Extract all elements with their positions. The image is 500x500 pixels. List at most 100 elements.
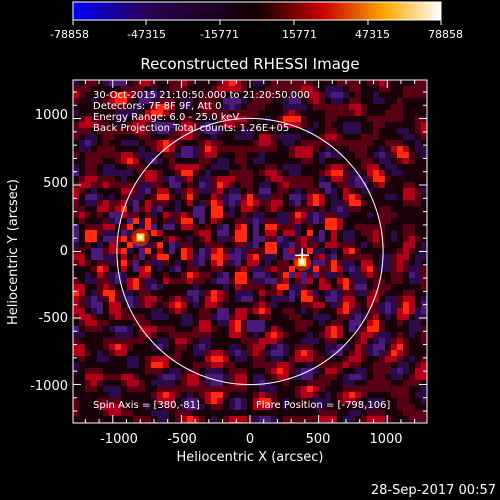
pattern-cell [331, 158, 337, 164]
pattern-cell [133, 128, 139, 134]
pattern-cell [151, 86, 157, 92]
pattern-cell [127, 200, 133, 206]
pattern-cell [301, 284, 307, 290]
pattern-cell [409, 206, 415, 212]
pattern-cell [241, 350, 247, 356]
pattern-cell [241, 104, 247, 110]
pattern-cell [247, 398, 253, 404]
pattern-cell [403, 152, 409, 158]
pattern-cell [253, 86, 259, 92]
pattern-cell [169, 194, 175, 200]
pattern-cell [139, 182, 145, 188]
pattern-cell [199, 398, 205, 404]
pattern-cell [367, 188, 373, 194]
pattern-cell [175, 296, 181, 302]
pattern-cell [289, 230, 295, 236]
colorbar-tick-label-2: -15771 [200, 28, 239, 41]
pattern-cell [367, 404, 373, 410]
pattern-cell [253, 128, 259, 134]
pattern-cell [187, 410, 193, 416]
pattern-cell [163, 146, 169, 152]
pattern-cell [229, 140, 235, 146]
pattern-cell [73, 344, 79, 350]
pattern-cell [121, 182, 127, 188]
pattern-cell [289, 368, 295, 374]
pattern-cell [385, 416, 391, 422]
pattern-cell [301, 110, 307, 116]
pattern-cell [133, 314, 139, 320]
pattern-cell [325, 326, 331, 332]
pattern-cell [259, 188, 265, 194]
pattern-cell [205, 98, 211, 104]
pattern-cell [331, 344, 337, 350]
pattern-cell [367, 326, 373, 332]
pattern-cell [79, 266, 85, 272]
pattern-cell [139, 266, 145, 272]
pattern-cell [121, 308, 127, 314]
pattern-cell [271, 344, 277, 350]
pattern-cell [349, 98, 355, 104]
pattern-cell [319, 188, 325, 194]
pattern-cell [145, 140, 151, 146]
pattern-cell [85, 86, 91, 92]
pattern-cell [277, 398, 283, 404]
pattern-cell [217, 308, 223, 314]
pattern-cell [211, 140, 217, 146]
pattern-cell [133, 86, 139, 92]
pattern-cell [109, 98, 115, 104]
pattern-cell [229, 314, 235, 320]
pattern-cell [163, 296, 169, 302]
pattern-cell [97, 122, 103, 128]
pattern-cell [295, 110, 301, 116]
pattern-cell [319, 386, 325, 392]
pattern-cell [331, 404, 337, 410]
pattern-cell [391, 368, 397, 374]
pattern-cell [373, 134, 379, 140]
pattern-cell [373, 338, 379, 344]
pattern-cell [349, 146, 355, 152]
pattern-cell [127, 230, 133, 236]
pattern-cell [385, 320, 391, 326]
pattern-cell [205, 356, 211, 362]
pattern-cell [73, 392, 79, 398]
pattern-cell [97, 326, 103, 332]
pattern-cell [325, 242, 331, 248]
pattern-cell [121, 230, 127, 236]
pattern-cell [223, 392, 229, 398]
pattern-cell [223, 404, 229, 410]
pattern-cell [145, 218, 151, 224]
pattern-cell [325, 350, 331, 356]
pattern-cell [385, 278, 391, 284]
pattern-cell [271, 272, 277, 278]
pattern-cell [187, 116, 193, 122]
pattern-cell [151, 98, 157, 104]
pattern-cell [397, 218, 403, 224]
pattern-cell [85, 410, 91, 416]
pattern-cell [79, 182, 85, 188]
method-counts-text: Back Projection Total counts: 1.26E+05 [93, 123, 289, 134]
pattern-cell [163, 278, 169, 284]
pattern-cell [325, 254, 331, 260]
pattern-cell [295, 356, 301, 362]
pattern-cell [391, 380, 397, 386]
pattern-cell [271, 236, 277, 242]
pattern-cell [217, 80, 223, 86]
pattern-cell [367, 242, 373, 248]
pattern-cell [379, 212, 385, 218]
pattern-cell [151, 104, 157, 110]
pattern-cell [85, 92, 91, 98]
pattern-cell [175, 380, 181, 386]
pattern-cell [307, 416, 313, 422]
pattern-cell [301, 140, 307, 146]
pattern-cell [133, 392, 139, 398]
pattern-cell [289, 380, 295, 386]
pattern-cell [235, 104, 241, 110]
pattern-cell [391, 398, 397, 404]
pattern-cell [115, 416, 121, 422]
pattern-cell [331, 146, 337, 152]
pattern-cell [91, 218, 97, 224]
pattern-cell [181, 164, 187, 170]
pattern-cell [343, 122, 349, 128]
pattern-cell [235, 350, 241, 356]
pattern-cell [73, 92, 79, 98]
